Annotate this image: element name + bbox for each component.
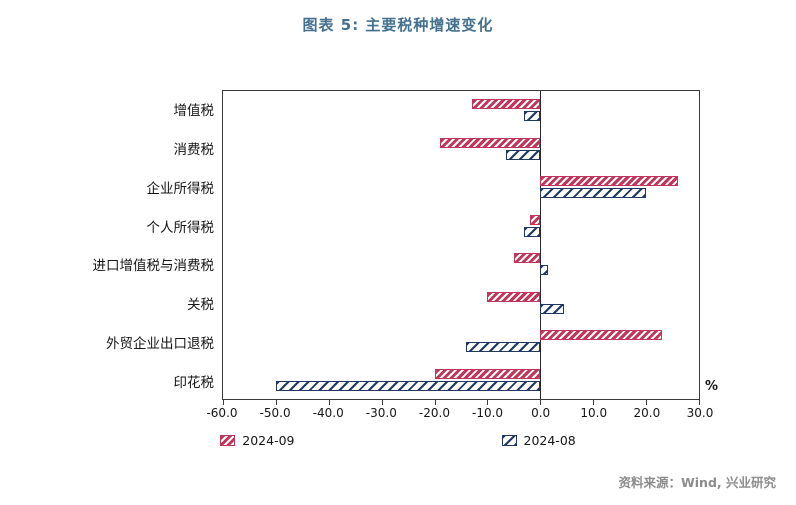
bar-2024-08-cat0: [524, 111, 541, 122]
chart-title: 图表 5: 主要税种增速变化: [302, 16, 494, 34]
x-tick-mark: [434, 400, 436, 405]
bar-2024-08-cat1: [505, 149, 541, 160]
x-axis-tick-label: 0.0: [531, 406, 551, 420]
legend-item-2024-08: 2024-08: [501, 433, 576, 448]
legend-swatch: [501, 435, 517, 446]
bar-2024-08-cat3: [524, 226, 541, 237]
chart-legend: 2024-09 2024-08: [0, 433, 796, 448]
bar-2024-09-cat4: [513, 253, 541, 264]
bar-2024-08-cat6: [466, 342, 541, 353]
y-axis-label: 进口增值税与消费税: [92, 258, 215, 275]
y-axis-label: 消费税: [173, 142, 215, 159]
x-tick-mark: [540, 400, 542, 405]
bar-2024-09-cat5: [487, 291, 541, 302]
y-axis-labels: 增值税消费税企业所得税个人所得税进口增值税与消费税关税外贸企业出口退税印花税: [0, 90, 215, 400]
x-axis-tick-label: -10.0: [472, 406, 504, 420]
source-note: 资料来源：Wind, 兴业研究: [618, 475, 776, 490]
legend-swatch: [220, 435, 236, 446]
zero-axis-line: [540, 91, 542, 399]
y-axis-label: 关税: [187, 297, 214, 314]
y-axis-label: 外贸企业出口退税: [106, 335, 214, 352]
x-tick-mark: [646, 400, 648, 405]
bar-2024-09-cat6: [540, 330, 662, 341]
y-axis-label: 增值税: [173, 103, 215, 120]
x-axis-tick-label: -50.0: [259, 406, 291, 420]
x-axis-tick-label: -30.0: [365, 406, 397, 420]
x-axis-tick-label: -20.0: [418, 406, 450, 420]
x-axis-labels: -60.0 -50.0 -40.0 -30.0 -20.0 -10.0 0.0 10.0 20.…: [206, 406, 713, 422]
x-axis-tick-label: 30.0: [686, 406, 714, 420]
x-axis-tick-label: -60.0: [206, 406, 238, 420]
legend-label: 2024-09: [242, 433, 295, 448]
x-axis-tick-label: 20.0: [633, 406, 661, 420]
x-tick-mark: [699, 400, 700, 405]
x-axis-tick-label: 10.0: [580, 406, 608, 420]
bar-2024-09-cat0: [471, 99, 541, 110]
x-tick-mark: [328, 400, 330, 405]
bar-2024-09-cat7: [434, 368, 541, 379]
y-axis-label: 企业所得税: [146, 180, 215, 197]
y-axis-label: 印花税: [173, 374, 215, 391]
legend-item-2024-09: 2024-09: [220, 433, 295, 448]
y-axis-label: 个人所得税: [146, 219, 215, 236]
bar-2024-09-cat1: [439, 137, 541, 148]
bar-2024-08-cat7: [275, 380, 541, 391]
x-tick-mark: [487, 400, 489, 405]
bar-2024-09-cat2: [540, 176, 678, 187]
bar-2024-08-cat4: [540, 265, 549, 276]
bar-2024-08-cat5: [540, 303, 565, 314]
x-tick-mark: [275, 400, 277, 405]
x-axis-tick-label: -40.0: [312, 406, 344, 420]
plot-area: [222, 90, 700, 405]
bar-2024-08-cat2: [540, 188, 647, 199]
legend-label: 2024-08: [523, 433, 576, 448]
x-axis-unit-label: %: [705, 379, 719, 394]
x-tick-mark: [381, 400, 383, 405]
x-tick-mark: [593, 400, 595, 405]
x-tick-mark: [223, 400, 224, 405]
bar-2024-09-cat3: [529, 214, 541, 225]
